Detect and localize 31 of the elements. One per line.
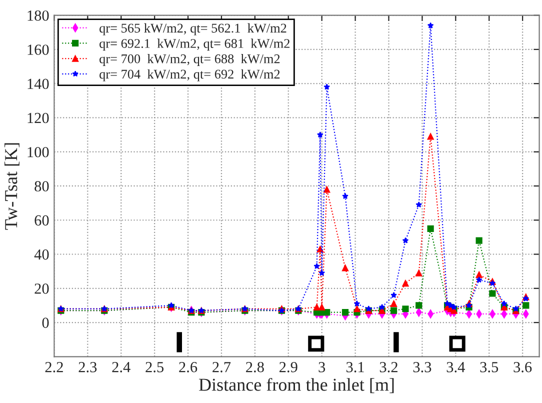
legend-label: qr= 700 kW/m2, qt= 688 kW/m2 [100, 54, 280, 66]
x-tick-label: 2.2 [45, 362, 63, 372]
x-tick-label: 2.6 [179, 362, 198, 372]
y-tick-label: 100 [28, 146, 49, 158]
y-tick-label: 140 [28, 78, 49, 90]
y-tick-label: 40 [34, 249, 49, 260]
y-axis-title: Tw-Tsat [K] [4, 143, 20, 230]
y-tick-label: 80 [34, 181, 49, 192]
y-tick-label: 180 [28, 10, 49, 21]
y-tick-label: 20 [34, 284, 49, 294]
x-tick-label: 3.5 [480, 362, 498, 372]
x-tick-label: 3.2 [380, 362, 398, 372]
legend-label: qr= 692.1 kW/m2, qt= 681 kW/m2 [100, 38, 290, 51]
y-tick-label: 60 [34, 215, 49, 226]
legend-label: qr= 565 kW/m2, qt= 562.1 kW/m2 [100, 23, 286, 36]
x-tick-label: 2.5 [146, 362, 164, 372]
legend-label: qr= 704 kW/m2, qt= 692 kW/m2 [100, 69, 280, 82]
x-tick-label: 2.9 [280, 362, 298, 372]
y-tick-label: 0 [42, 318, 49, 328]
x-tick-label: 2.8 [246, 362, 264, 372]
x-tick-label: 3.4 [446, 362, 465, 372]
x-tick-label: 3.1 [346, 362, 364, 372]
x-tick-label: 2.3 [78, 362, 97, 372]
y-tick-label: 160 [28, 44, 49, 55]
x-tick-label: 2.4 [112, 362, 130, 372]
x-tick-label: 3 [318, 362, 326, 372]
x-tick-label: 2.7 [212, 362, 231, 372]
x-tick-label: 3.6 [514, 362, 532, 372]
x-axis-title: Distance from the inlet [m] [198, 378, 394, 394]
y-tick-label: 120 [28, 112, 49, 124]
x-tick-label: 3.3 [413, 362, 432, 372]
